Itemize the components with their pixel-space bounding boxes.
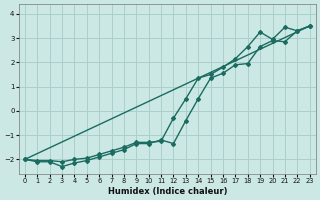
X-axis label: Humidex (Indice chaleur): Humidex (Indice chaleur) (108, 187, 227, 196)
